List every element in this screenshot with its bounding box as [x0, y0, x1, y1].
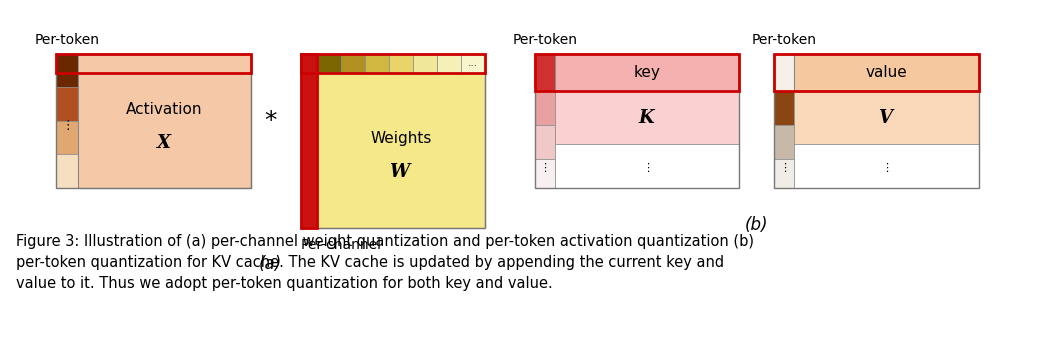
Text: Per-token: Per-token — [35, 33, 100, 47]
Bar — [437, 54, 461, 73]
Text: ⋮: ⋮ — [539, 163, 550, 173]
Bar — [535, 54, 739, 188]
Bar — [56, 121, 78, 155]
Text: Per-token: Per-token — [513, 33, 578, 47]
Bar — [535, 125, 555, 159]
Text: Activation: Activation — [127, 101, 203, 116]
Bar — [795, 144, 979, 188]
Bar — [301, 89, 317, 124]
Bar — [301, 193, 317, 227]
Bar — [388, 54, 413, 73]
Text: ⋮: ⋮ — [61, 119, 73, 132]
Bar — [301, 124, 317, 158]
Bar — [340, 54, 365, 73]
Bar — [317, 54, 340, 73]
Text: Per-channel: Per-channel — [301, 237, 382, 252]
Bar — [56, 155, 78, 188]
Text: ⋮: ⋮ — [881, 163, 892, 173]
Bar — [535, 91, 555, 125]
Bar — [775, 159, 795, 188]
Bar — [775, 54, 979, 91]
Text: $\mathbfit{X}$: $\mathbfit{X}$ — [155, 134, 173, 152]
Text: Figure 3: Illustration of (a) per-channel weight quantization and per-token acti: Figure 3: Illustration of (a) per-channe… — [16, 234, 754, 290]
Bar — [78, 54, 251, 73]
Text: $\mathbfit{W}$: $\mathbfit{W}$ — [389, 163, 413, 181]
Bar — [555, 144, 739, 188]
Bar — [365, 54, 388, 73]
Bar — [775, 54, 795, 91]
Text: ⋮: ⋮ — [642, 163, 652, 173]
Bar — [775, 54, 979, 188]
Text: ⋮: ⋮ — [779, 163, 789, 173]
Bar — [555, 54, 739, 91]
Bar — [301, 54, 485, 227]
Bar — [56, 54, 251, 73]
Text: Per-token: Per-token — [752, 33, 817, 47]
Bar — [301, 54, 317, 227]
Bar — [535, 159, 555, 188]
Bar — [535, 54, 739, 91]
Bar — [56, 54, 78, 88]
Bar — [301, 54, 317, 89]
Text: *: * — [265, 109, 277, 133]
Text: ...: ... — [468, 58, 478, 68]
Text: (a): (a) — [259, 255, 282, 273]
Bar — [317, 73, 485, 227]
Bar — [535, 54, 555, 91]
Text: $\mathbfit{V}$: $\mathbfit{V}$ — [878, 109, 895, 127]
Bar — [301, 54, 485, 73]
Bar — [56, 54, 251, 188]
Bar — [795, 91, 979, 144]
Bar — [78, 54, 251, 188]
Bar — [461, 54, 485, 73]
Bar — [555, 91, 739, 144]
Bar — [795, 54, 979, 91]
Text: (b): (b) — [745, 216, 768, 234]
Bar — [413, 54, 437, 73]
Bar — [775, 125, 795, 159]
Text: $\mathbfit{K}$: $\mathbfit{K}$ — [637, 109, 656, 127]
Text: Weights: Weights — [370, 131, 432, 146]
Text: key: key — [634, 65, 661, 80]
Bar — [775, 91, 795, 125]
Bar — [56, 88, 78, 121]
Text: value: value — [866, 65, 908, 80]
Bar — [301, 158, 317, 193]
